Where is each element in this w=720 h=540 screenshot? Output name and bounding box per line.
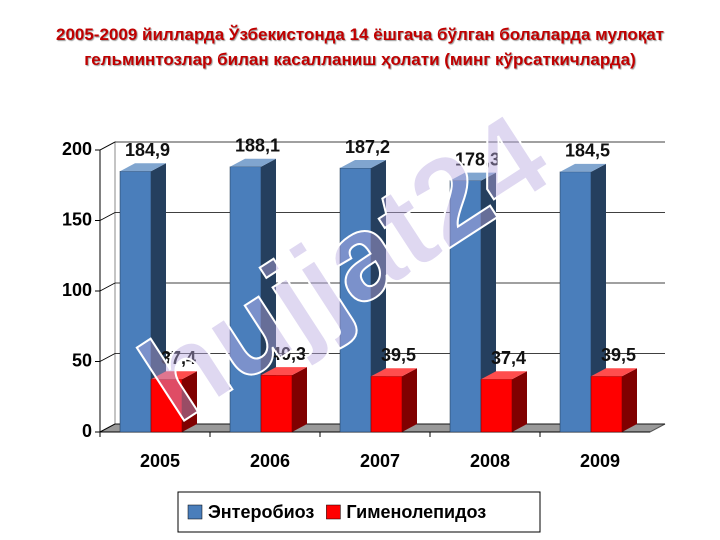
bar-side — [182, 371, 197, 432]
value-label: 184,5 — [565, 141, 610, 161]
bar-side — [481, 172, 496, 433]
x-tick-label: 2006 — [250, 451, 290, 471]
bar — [449, 172, 496, 433]
bar-side — [261, 158, 276, 433]
grid-line-side — [99, 353, 116, 362]
x-tick-label: 2005 — [140, 451, 180, 471]
bar — [260, 367, 307, 433]
value-label: 184,9 — [125, 140, 170, 160]
y-tick-label: 150 — [62, 209, 92, 229]
bar-top — [120, 163, 166, 172]
bar-front — [480, 379, 513, 433]
bar — [590, 368, 637, 433]
bar — [119, 163, 166, 433]
bar-top — [261, 367, 307, 376]
value-label: 40,3 — [271, 344, 306, 364]
bar-front — [260, 374, 293, 433]
bar-side — [292, 367, 307, 432]
bar — [339, 160, 386, 433]
bar-top — [450, 172, 496, 181]
x-tick-label: 2007 — [360, 451, 400, 471]
bar-front — [590, 376, 623, 433]
grid-line-side — [99, 282, 116, 292]
bar-side — [591, 163, 606, 433]
value-label: 39,5 — [601, 345, 636, 365]
bar-front — [339, 167, 372, 433]
legend-swatch — [187, 504, 203, 520]
bar — [559, 163, 606, 433]
bar-top — [340, 160, 386, 169]
bar-side — [622, 368, 637, 432]
x-tick-label: 2009 — [580, 451, 620, 471]
bar-side — [151, 163, 166, 432]
bar-front — [449, 180, 482, 433]
bar-top — [591, 368, 637, 377]
bar-top — [371, 368, 417, 377]
y-tick-label: 200 — [62, 139, 92, 159]
bar-front — [150, 379, 183, 433]
bar-front — [370, 376, 403, 433]
bar-top — [560, 163, 606, 172]
bar-top — [230, 158, 276, 167]
chart-title: 2005-2009 йилларда Ўзбекистонда 14 ёшгач… — [55, 25, 665, 69]
legend-label: Энтеробиоз — [208, 502, 314, 522]
bar — [150, 371, 197, 433]
bar-side — [402, 368, 417, 432]
bar — [229, 158, 276, 433]
y-tick-label: 50 — [72, 350, 92, 370]
legend-swatch — [326, 504, 341, 520]
grid-line-side — [99, 423, 116, 433]
y-tick-label: 0 — [82, 421, 92, 441]
bar-top — [481, 371, 527, 380]
x-tick-label: 2008 — [470, 451, 510, 471]
legend-label: Гименолепидоз — [346, 502, 486, 522]
value-label: 188,1 — [235, 136, 280, 156]
y-tick-label: 100 — [62, 280, 92, 300]
value-label: 39,5 — [381, 345, 416, 365]
bar-top — [151, 371, 197, 380]
bar-front — [559, 171, 592, 433]
legend-box — [177, 491, 541, 533]
value-label: 37,4 — [491, 348, 526, 368]
value-label: 178,3 — [455, 149, 500, 169]
bar-front — [119, 171, 152, 433]
bar-side — [512, 371, 527, 432]
grid-line-side — [99, 141, 116, 151]
bar-side — [371, 160, 386, 432]
grid-line-side — [99, 212, 116, 221]
bar — [370, 368, 417, 433]
value-label: 37,4 — [161, 348, 196, 368]
value-label: 187,2 — [345, 137, 390, 157]
bar — [480, 371, 527, 433]
